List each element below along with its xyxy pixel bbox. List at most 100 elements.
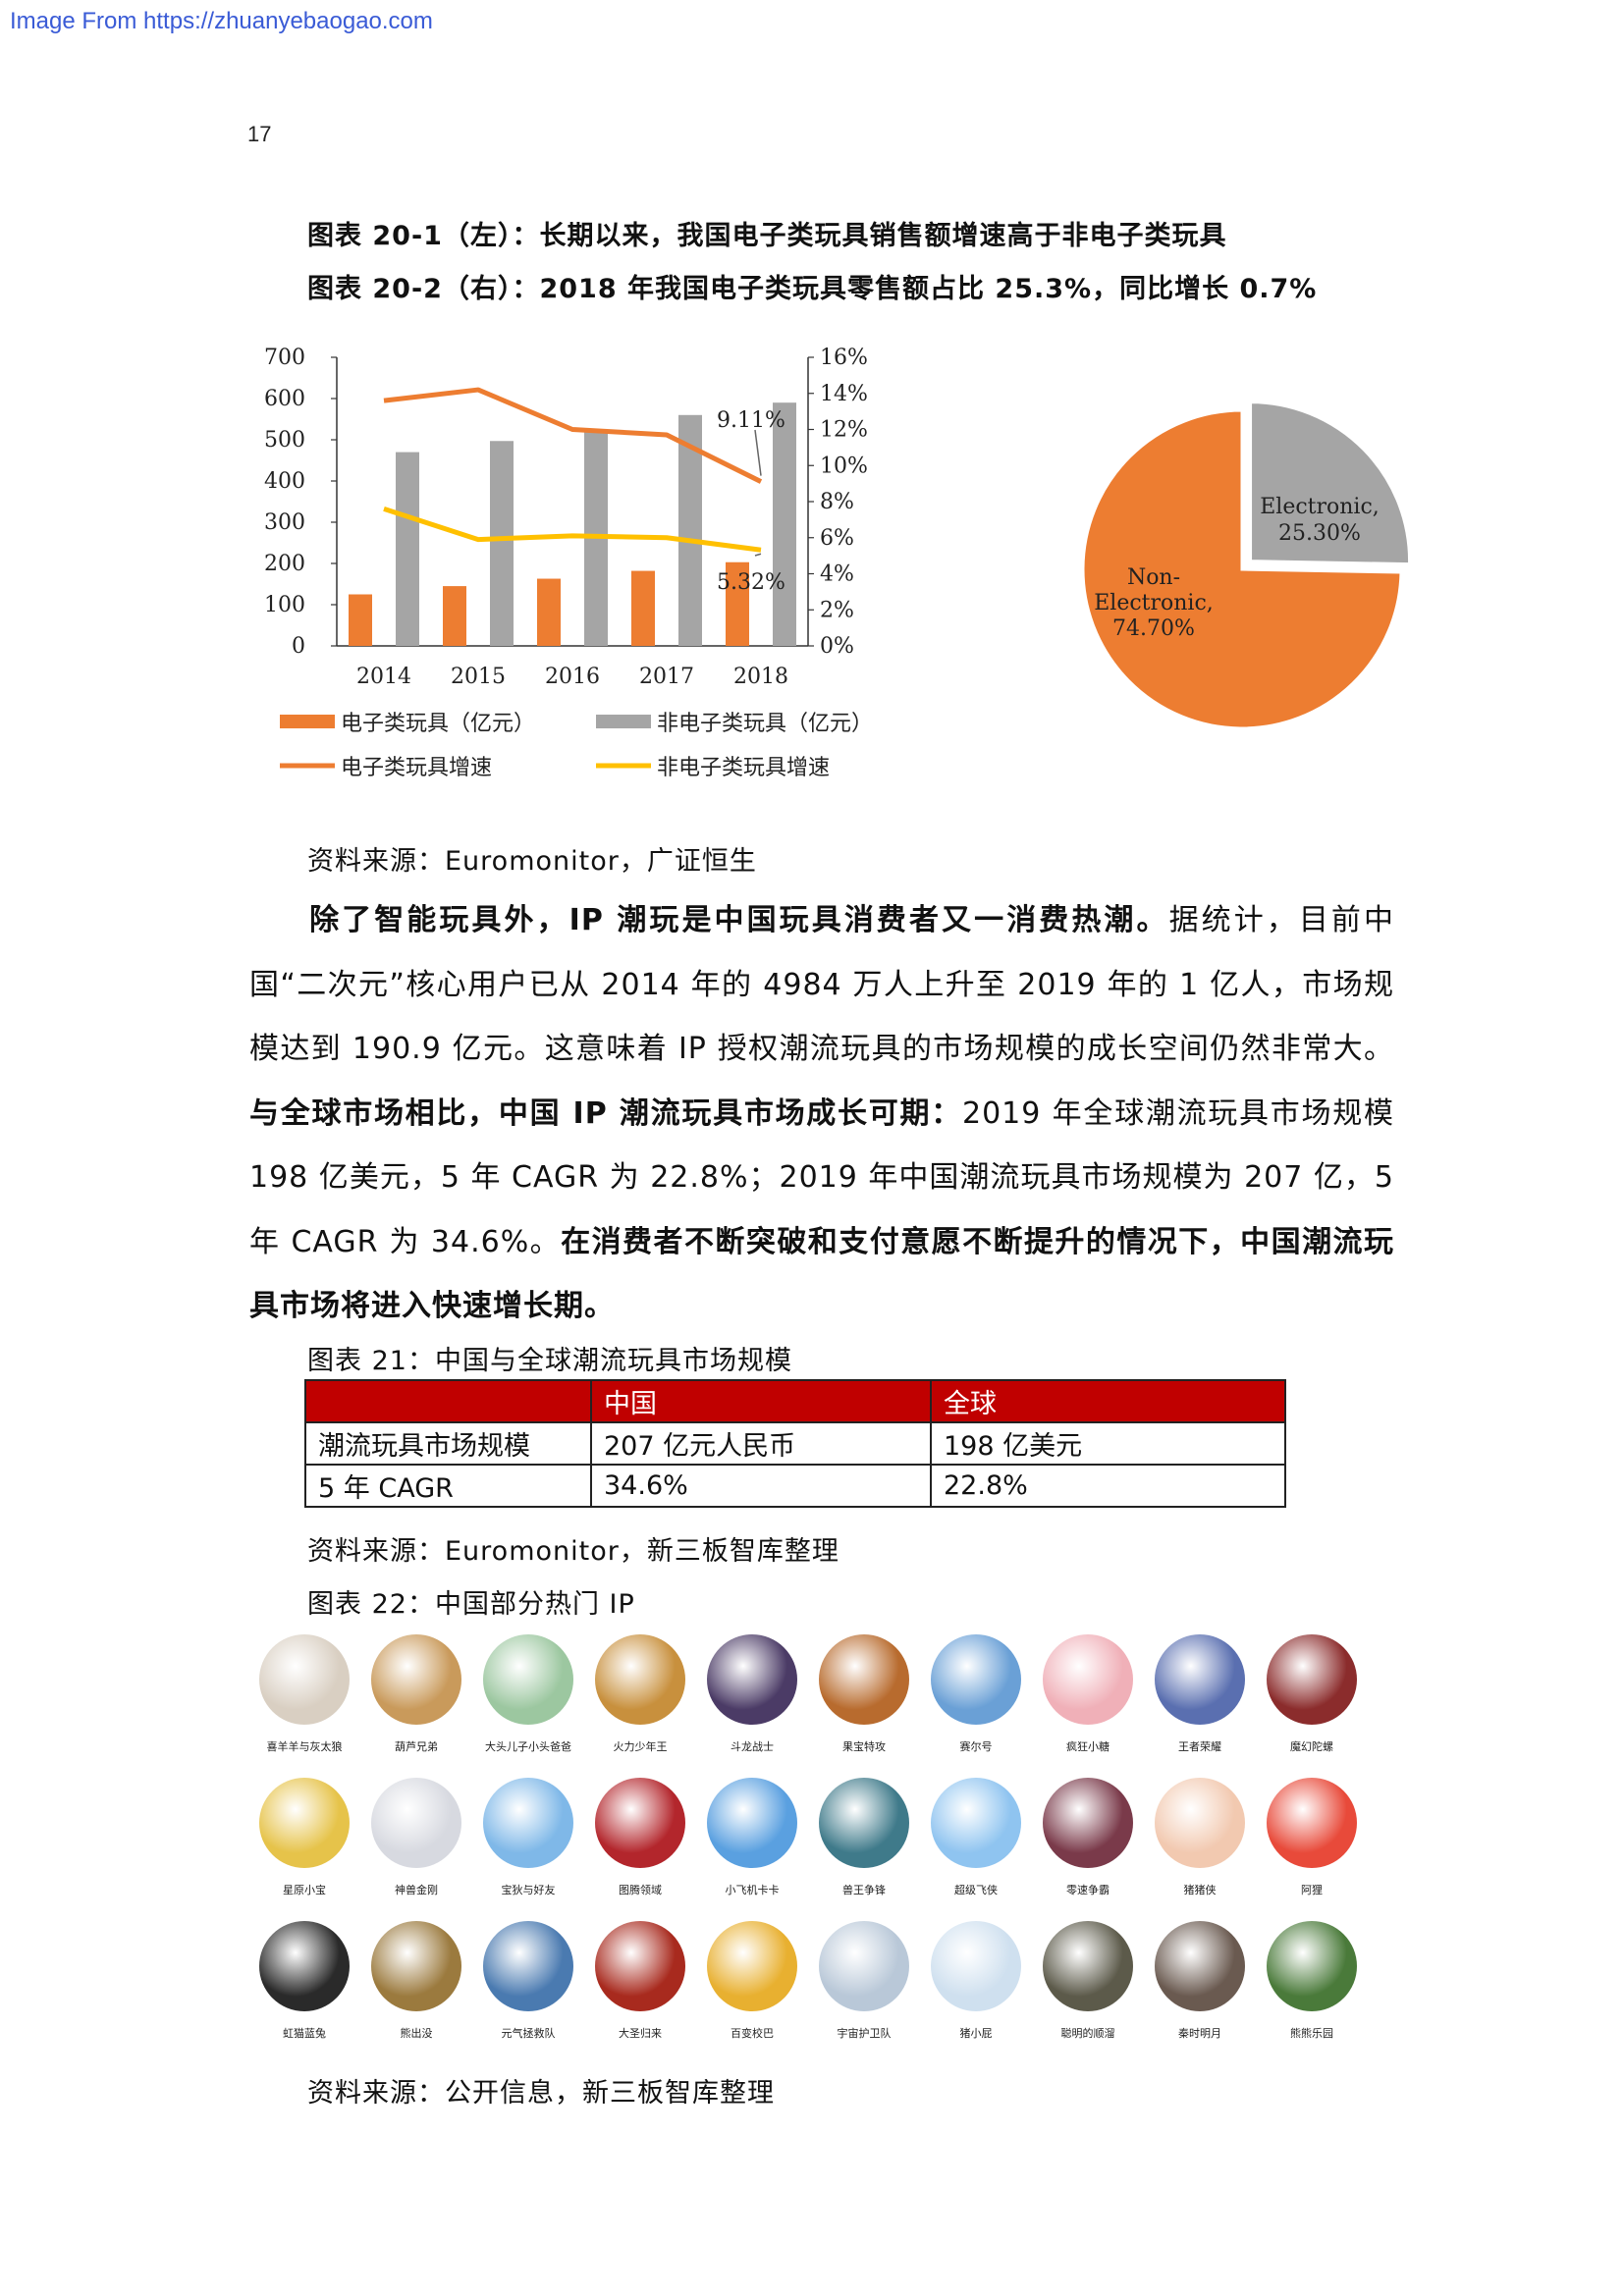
ip-thumbnail [1043, 1634, 1133, 1725]
right-tick-label: 0% [820, 634, 854, 659]
ip-thumbnail [1267, 1634, 1357, 1725]
legend-label: 电子类玩具（亿元） [341, 712, 535, 736]
pie-label: 25.30% [1278, 521, 1361, 546]
bar [678, 414, 702, 646]
bar [773, 402, 796, 646]
pie-slice [1249, 400, 1412, 566]
right-tick-label: 10% [820, 454, 868, 478]
figure-22-title: 图表 22：中国部分热门 IP [307, 1589, 635, 1620]
ip-label: 虹猫蓝兔 [283, 2027, 326, 2040]
ip-item: 葫芦兄弟 [365, 1634, 467, 1754]
ip-item: 魔幻陀螺 [1261, 1634, 1363, 1754]
bar [490, 441, 514, 646]
legend-label: 非电子类玩具（亿元） [657, 712, 873, 736]
ip-item: 图腾领域 [589, 1778, 691, 1897]
ip-label: 火力少年王 [613, 1740, 668, 1753]
pie-label: Electronic, [1094, 591, 1214, 615]
table-cell: 207 亿元人民币 [590, 1421, 932, 1466]
ip-item: 猪猪侠 [1149, 1778, 1251, 1897]
ip-label: 零速争霸 [1066, 1884, 1110, 1896]
right-tick-label: 4% [820, 562, 854, 587]
table-row: 潮流玩具市场规模 207 亿元人民币 198 亿美元 [304, 1421, 1286, 1466]
figure-22-source: 资料来源：公开信息，新三板智库整理 [307, 2078, 775, 2109]
table-cell: 5 年 CAGR [304, 1464, 592, 1508]
body-paragraph: 除了智能玩具外，IP 潮玩是中国玩具消费者又一消费热潮。据统计，目前中国“二次元… [249, 888, 1394, 1339]
ip-item: 熊熊乐园 [1261, 1921, 1363, 2041]
para-bold-1: 除了智能玩具外，IP 潮玩是中国玩具消费者又一消费热潮。 [307, 903, 1169, 937]
ip-label: 葫芦兄弟 [395, 1740, 438, 1753]
page-number: 17 [247, 122, 272, 146]
ip-thumbnail [931, 1921, 1021, 2011]
ip-thumbnail [483, 1921, 573, 2011]
right-tick-label: 16% [820, 346, 868, 370]
table-cell: 22.8% [930, 1464, 1286, 1508]
x-tick-label: 2015 [451, 665, 506, 689]
ip-label: 喜羊羊与灰太狼 [266, 1740, 343, 1753]
ip-thumbnail [483, 1778, 573, 1868]
ip-item: 赛尔号 [925, 1634, 1027, 1754]
ip-thumbnail [931, 1634, 1021, 1725]
annotation-leader [754, 429, 762, 476]
ip-item: 火力少年王 [589, 1634, 691, 1754]
pie-slice [1081, 408, 1403, 730]
para-bold-3: 在消费者不断突破和支付意愿不断提升的情况下，中国潮流玩具市场将进入快速增长期。 [249, 1224, 1394, 1324]
ip-label: 星原小宝 [283, 1884, 326, 1896]
right-tick-label: 6% [820, 526, 854, 551]
ip-thumbnail [707, 1778, 797, 1868]
bar [631, 570, 655, 646]
table-header-cell [304, 1379, 592, 1423]
ip-item: 斗龙战士 [701, 1634, 803, 1754]
ip-grid: 喜羊羊与灰太狼 葫芦兄弟 大头儿子小头爸爸 火力少年王 斗龙战士 果宝特攻 赛尔号 疯狂小糖 王… [253, 1634, 1380, 2047]
table-header-row: 中国 全球 [304, 1379, 1286, 1423]
figure-20-1-title: 图表 20-1（左）：长期以来，我国电子类玩具销售额增速高于非电子类玩具 [307, 221, 1227, 251]
ip-thumbnail [371, 1921, 461, 2011]
combo-chart: 700 600 500 400 300 200 100 0 16% 14% 12% 10% 8% 6% 4%… [264, 346, 873, 780]
ip-label: 王者荣耀 [1178, 1740, 1221, 1753]
ip-item: 阿狸 [1261, 1778, 1363, 1897]
ip-label: 大头儿子小头爸爸 [485, 1740, 571, 1753]
ip-label: 百变校巴 [731, 2027, 774, 2040]
pie-chart: Electronic,25.30%Non-Electronic,74.70% [1081, 400, 1412, 730]
annotation-label: 9.11% [717, 408, 785, 433]
para-text-2: 2019 年全球潮流玩具市场规模 198 亿美元，5 年 CAGR 为 22.8… [249, 1095, 1394, 1259]
ip-label: 神兽金刚 [395, 1884, 438, 1896]
ip-label: 聪明的顺溜 [1060, 2027, 1115, 2040]
ip-label: 斗龙战士 [731, 1740, 774, 1753]
watermark[interactable]: Image From https://zhuanyebaogao.com [10, 8, 433, 34]
ip-label: 熊熊乐园 [1290, 2027, 1333, 2040]
left-tick-label: 500 [264, 428, 305, 453]
x-tick-label: 2018 [733, 665, 788, 689]
ip-label: 宝狄与好友 [501, 1884, 556, 1896]
ip-label: 超级飞侠 [954, 1884, 998, 1896]
figure-21-source: 资料来源：Euromonitor，新三板智库整理 [307, 1536, 839, 1567]
ip-item: 王者荣耀 [1149, 1634, 1251, 1754]
figure-20-2-title: 图表 20-2（右）：2018 年我国电子类玩具零售额占比 25.3%，同比增长… [307, 274, 1318, 304]
ip-thumbnail [371, 1634, 461, 1725]
legend-label: 非电子类玩具增速 [657, 756, 830, 780]
ip-item: 熊出没 [365, 1921, 467, 2041]
bar [726, 561, 749, 646]
ip-item: 果宝特攻 [813, 1634, 915, 1754]
table-cell: 潮流玩具市场规模 [304, 1421, 592, 1466]
market-table: 中国 全球 潮流玩具市场规模 207 亿元人民币 198 亿美元 5 年 CAG… [304, 1379, 1286, 1508]
bar [349, 594, 372, 646]
ip-item: 宇宙护卫队 [813, 1921, 915, 2041]
ip-thumbnail [595, 1921, 685, 2011]
legend-swatch [596, 715, 651, 728]
ip-thumbnail [1155, 1921, 1245, 2011]
table-header-cell: 中国 [590, 1379, 932, 1423]
ip-item: 零速争霸 [1037, 1778, 1139, 1897]
ip-thumbnail [1267, 1778, 1357, 1868]
right-tick-label: 8% [820, 490, 854, 514]
left-tick-label: 600 [264, 387, 305, 411]
figure-20-source: 资料来源：Euromonitor，广证恒生 [307, 846, 757, 877]
ip-item: 星原小宝 [253, 1778, 355, 1897]
ip-item: 兽王争锋 [813, 1778, 915, 1897]
ip-thumbnail [819, 1634, 909, 1725]
ip-item: 神兽金刚 [365, 1778, 467, 1897]
table-row: 5 年 CAGR 34.6% 22.8% [304, 1464, 1286, 1508]
ip-label: 元气拯救队 [501, 2027, 556, 2040]
x-tick-label: 2014 [356, 665, 411, 689]
ip-thumbnail [371, 1778, 461, 1868]
bar [537, 578, 561, 646]
